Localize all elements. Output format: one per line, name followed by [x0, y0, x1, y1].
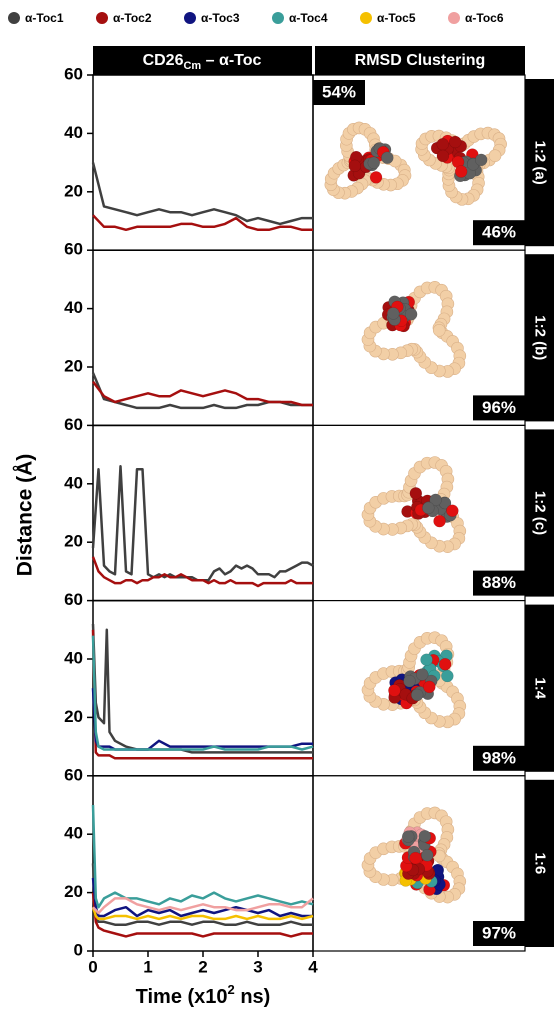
peptide-bead [489, 150, 501, 162]
legend-swatch [8, 12, 20, 24]
ligand-atom [434, 515, 446, 527]
ligand-atom [449, 136, 461, 148]
ligand-atom [423, 681, 435, 693]
peptide-bead [433, 324, 445, 336]
ratio-label: 1:2 (a) [532, 141, 549, 185]
y-tick-label: 60 [64, 240, 83, 259]
x-tick-label: 3 [253, 957, 262, 976]
cluster-label: 88% [482, 573, 516, 592]
y-tick-label: 0 [74, 940, 83, 959]
series-line [93, 624, 313, 752]
ligand-atom [421, 849, 433, 861]
series-line [93, 688, 313, 749]
y-tick-label: 60 [64, 765, 83, 784]
y-tick-label: 40 [64, 123, 83, 142]
x-label-rest: ns) [235, 986, 271, 1008]
x-label-main: Time (x10 [136, 986, 228, 1008]
legend-swatch [360, 12, 372, 24]
ligand-atom [368, 157, 380, 169]
ligand-atom [421, 654, 433, 666]
ligand-atom [349, 160, 361, 172]
legend-label: α-Toc4 [289, 11, 328, 25]
ligand-atom [441, 670, 453, 682]
series-line [93, 636, 313, 750]
ratio-label: 1:4 [532, 677, 549, 699]
legend-swatch [448, 12, 460, 24]
figure: CD26Cm – α-Toc RMSD Clustering Distance … [0, 0, 554, 1012]
ligand-atom [475, 154, 487, 166]
header-right: RMSD Clustering [355, 52, 486, 69]
legend-label: α-Toc3 [201, 11, 240, 25]
x-axis-label: Time (x102 ns) [136, 982, 271, 1008]
x-tick-label: 2 [198, 957, 207, 976]
y-tick-label: 40 [64, 824, 83, 843]
cluster-label: 54% [322, 82, 356, 101]
series-line [93, 466, 313, 580]
x-tick-label: 0 [88, 957, 97, 976]
legend-swatch [272, 12, 284, 24]
legend-swatch [96, 12, 108, 24]
ligand-atom [370, 171, 382, 183]
y-tick-label: 60 [64, 64, 83, 83]
ligand-atom [422, 502, 434, 514]
ligand-atom [381, 152, 393, 164]
y-tick-label: 40 [64, 298, 83, 317]
header-sub: Cm [183, 60, 201, 72]
legend-label: α-Toc1 [25, 11, 64, 25]
ligand-atom [411, 689, 423, 701]
ligand-atom [388, 684, 400, 696]
legend-label: α-Toc5 [377, 11, 416, 25]
legend-label: α-Toc2 [113, 11, 152, 25]
x-tick-label: 4 [308, 957, 318, 976]
header-rest: – α-Toc [201, 52, 261, 69]
y-tick-label: 20 [64, 356, 83, 375]
ligand-atom [446, 505, 458, 517]
legend-swatch [184, 12, 196, 24]
ligand-atom [404, 675, 416, 687]
header-left: CD26Cm – α-Toc [143, 52, 262, 72]
ratio-label: 1:2 (c) [532, 491, 549, 535]
x-label-sup: 2 [228, 982, 235, 997]
ligand-atom [455, 166, 467, 178]
series-line [93, 163, 313, 224]
ligand-atom [387, 307, 399, 319]
ligand-atom [405, 308, 417, 320]
ligand-atom [410, 487, 422, 499]
y-tick-label: 60 [64, 590, 83, 609]
header-main: CD26 [143, 52, 184, 69]
y-tick-label: 20 [64, 181, 83, 200]
y-axis-label: Distance (Å) [13, 454, 37, 577]
ligand-atom [402, 831, 414, 843]
cluster-label: 96% [482, 398, 516, 417]
plot-frame [93, 425, 313, 600]
series-line [93, 805, 313, 907]
page: CD26Cm – α-Toc RMSD Clustering Distance … [0, 0, 554, 1012]
ligand-atom [439, 658, 451, 670]
y-tick-label: 20 [64, 532, 83, 551]
legend-label: α-Toc6 [465, 11, 504, 25]
series-line [93, 215, 313, 230]
ligand-atom [419, 830, 431, 842]
ratio-label: 1:2 (b) [532, 315, 549, 360]
series-line [93, 630, 313, 759]
y-tick-label: 20 [64, 882, 83, 901]
y-tick-label: 60 [64, 415, 83, 434]
x-tick-label: 1 [143, 957, 152, 976]
cluster-label: 98% [482, 748, 516, 767]
ligand-atom [437, 138, 449, 150]
series-line [93, 382, 313, 405]
y-tick-label: 40 [64, 473, 83, 492]
cluster-label: 46% [482, 223, 516, 242]
ratio-label: 1:6 [532, 853, 549, 875]
y-tick-label: 40 [64, 648, 83, 667]
cluster-label: 97% [482, 923, 516, 942]
ligand-atom [410, 852, 422, 864]
ligand-atom [416, 669, 428, 681]
y-tick-label: 20 [64, 707, 83, 726]
ligand-atom [437, 150, 449, 162]
